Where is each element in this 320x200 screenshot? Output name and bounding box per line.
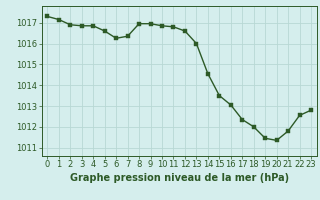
X-axis label: Graphe pression niveau de la mer (hPa): Graphe pression niveau de la mer (hPa) bbox=[70, 173, 289, 183]
